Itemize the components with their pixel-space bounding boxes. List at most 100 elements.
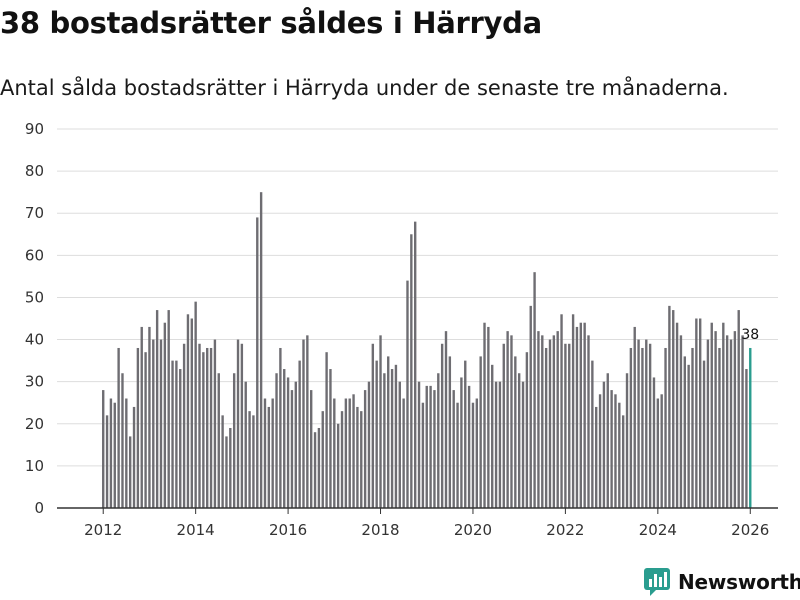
bar — [263, 398, 267, 508]
bar — [660, 394, 663, 508]
bar — [310, 390, 313, 508]
bar — [194, 301, 197, 508]
newsworthy-logo: Newsworthy — [644, 568, 800, 596]
bar — [256, 217, 259, 508]
bar-latest — [749, 347, 752, 508]
bar — [587, 335, 590, 508]
data-labels: 38 — [741, 327, 759, 343]
bar — [448, 356, 452, 508]
bar — [583, 322, 586, 508]
bar — [152, 339, 155, 508]
bar — [517, 373, 521, 508]
bar — [652, 377, 656, 508]
bar — [456, 402, 459, 508]
bar — [668, 305, 671, 508]
bar — [344, 398, 348, 508]
bar — [290, 390, 294, 508]
bar — [706, 339, 710, 508]
bar — [648, 343, 652, 508]
bar — [179, 369, 182, 508]
bar — [321, 411, 324, 508]
bar — [641, 347, 644, 508]
bar — [271, 398, 274, 508]
bar — [579, 322, 582, 508]
bar — [286, 377, 290, 508]
bar — [336, 423, 340, 508]
bar — [352, 394, 355, 508]
y-tick-label: 50 — [25, 288, 44, 306]
bar — [475, 398, 479, 508]
bar — [371, 343, 375, 508]
bar — [471, 402, 475, 508]
bar — [259, 192, 263, 508]
bar — [306, 335, 309, 508]
bar — [302, 339, 305, 508]
bar — [718, 347, 721, 508]
bar — [722, 322, 725, 508]
bar — [452, 390, 455, 508]
bar — [606, 373, 609, 508]
bars — [102, 192, 752, 508]
bar — [379, 335, 382, 508]
x-tick-label: 2016 — [269, 521, 307, 539]
bar — [444, 331, 448, 508]
bar — [683, 356, 686, 508]
y-tick-label: 10 — [25, 457, 44, 475]
data-label-latest: 38 — [741, 327, 759, 343]
bar — [229, 427, 232, 508]
bar — [221, 415, 224, 508]
bar — [213, 339, 217, 508]
bar — [714, 331, 717, 508]
bar — [544, 347, 548, 508]
bar — [437, 373, 440, 508]
bar — [618, 402, 621, 508]
bar — [225, 436, 228, 508]
bar — [560, 314, 563, 508]
bar — [637, 339, 640, 508]
bar — [440, 343, 444, 508]
bar — [144, 352, 147, 508]
bar — [645, 339, 648, 508]
bar — [117, 347, 120, 508]
x-tick-label: 2020 — [454, 521, 492, 539]
bar — [375, 360, 378, 508]
bar — [741, 335, 744, 508]
bar — [125, 398, 128, 508]
bar — [537, 331, 540, 508]
bar — [521, 381, 525, 508]
newsworthy-logo-icon — [644, 568, 670, 596]
bar — [610, 390, 613, 508]
bar — [206, 347, 209, 508]
bar — [283, 369, 286, 508]
bar — [275, 373, 278, 508]
bar — [279, 347, 282, 508]
bar — [664, 347, 667, 508]
bar — [132, 406, 136, 508]
bar — [702, 360, 706, 508]
brand-name: Newsworthy — [678, 570, 800, 594]
bar — [325, 352, 328, 508]
bar — [425, 385, 428, 508]
x-tick-label: 2022 — [546, 521, 584, 539]
bar — [202, 352, 205, 508]
y-tick-label: 20 — [25, 415, 44, 433]
bar — [136, 347, 140, 508]
bar — [121, 373, 124, 508]
bar — [483, 322, 486, 508]
x-tick-label: 2012 — [84, 521, 122, 539]
bar — [267, 406, 271, 508]
bar — [163, 322, 167, 508]
bar — [410, 234, 413, 508]
bar — [417, 381, 421, 508]
bar — [367, 381, 371, 508]
bar — [729, 339, 733, 508]
bar — [348, 398, 351, 508]
bar — [390, 369, 394, 508]
bar — [479, 356, 482, 508]
bar — [556, 331, 559, 508]
x-tick-label: 2026 — [731, 521, 769, 539]
bar — [329, 369, 332, 508]
bar — [710, 322, 713, 508]
y-tick-label: 60 — [25, 246, 44, 264]
